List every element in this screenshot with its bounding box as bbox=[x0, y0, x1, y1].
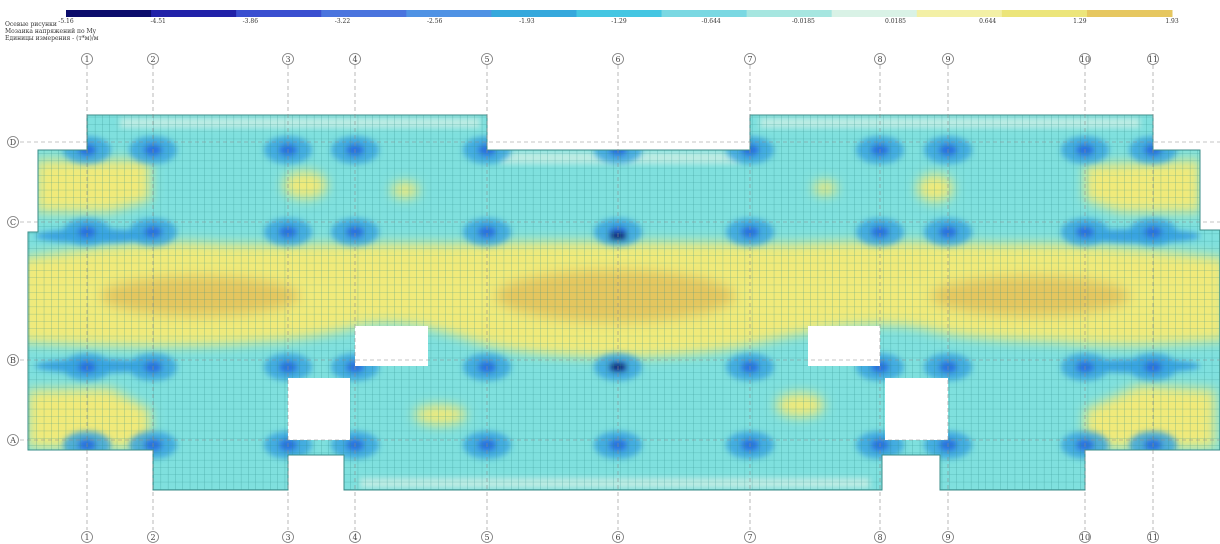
row-axis-label: C bbox=[10, 218, 16, 227]
column-axis-bottom-label: 4 bbox=[352, 533, 357, 542]
legend-swatch bbox=[576, 10, 663, 17]
plot-info-units: Единицы измерения - (т*м)/м bbox=[5, 35, 99, 42]
column-axis-bottom-bubble bbox=[874, 531, 886, 543]
legend-swatch bbox=[1001, 10, 1088, 17]
column-axis-bottom-label: 2 bbox=[150, 533, 155, 542]
column-axis-top-bubble bbox=[481, 53, 493, 65]
legend-tick-label: 1.93 bbox=[1165, 18, 1179, 25]
column-axis-top-bubble bbox=[1147, 53, 1159, 65]
legend-tick-label: -0.0185 bbox=[791, 18, 815, 25]
row-axis-bubble bbox=[7, 216, 19, 228]
legend-tick-label: -5.16 bbox=[58, 18, 74, 25]
legend-tick-label: -2.56 bbox=[426, 18, 443, 25]
legend-swatch bbox=[321, 10, 407, 17]
legend-swatch bbox=[746, 10, 833, 17]
column-axis-bottom-bubble bbox=[1079, 531, 1091, 543]
column-axis-top-bubble bbox=[81, 53, 93, 65]
column-axis-bottom-bubble bbox=[942, 531, 954, 543]
slab-mosaic bbox=[28, 115, 1220, 490]
row-axis-bubble bbox=[7, 354, 19, 366]
column-axis-top-label: 11 bbox=[1148, 55, 1158, 64]
plot-info: Осевые рисунки Мозаика напряжений по My … bbox=[5, 21, 98, 42]
column-axis-top-label: 6 bbox=[615, 55, 620, 64]
column-axis-bottom-label: 8 bbox=[877, 533, 882, 542]
column-axis-top-bubble bbox=[612, 53, 624, 65]
legend-swatch bbox=[1086, 10, 1173, 17]
column-axis-top-bubble bbox=[874, 53, 886, 65]
legend-swatch bbox=[151, 10, 237, 17]
plot-info-title: Осевые рисунки bbox=[5, 21, 57, 28]
row-axis-label: D bbox=[10, 138, 16, 147]
legend-swatch bbox=[406, 10, 492, 17]
row-axis-label: B bbox=[10, 356, 16, 365]
column-axis-top-label: 9 bbox=[945, 55, 950, 64]
column-axis-top-label: 3 bbox=[285, 55, 290, 64]
legend-tick-label: -0.644 bbox=[701, 18, 721, 25]
row-axis-bubble bbox=[7, 434, 19, 446]
legend-tick-label: -1.29 bbox=[611, 18, 627, 25]
column-axis-top-label: 7 bbox=[747, 55, 752, 64]
column-axis-top-label: 8 bbox=[877, 55, 882, 64]
legend-swatch bbox=[491, 10, 577, 17]
legend-tick-label: -1.93 bbox=[519, 18, 535, 25]
legend-tick-label: 0.644 bbox=[979, 18, 997, 25]
column-axis-bottom-bubble bbox=[1147, 531, 1159, 543]
color-scale-legend: -5.16 -4.51 -3.86 -3.22 -2.56 -1.93 -1.29 -0.64… bbox=[0, 0, 1220, 30]
column-axis-bottom-label: 6 bbox=[615, 533, 620, 542]
legend-tick-label: 0.0185 bbox=[885, 18, 906, 25]
row-axis-bubble bbox=[7, 136, 19, 148]
column-axis-top-label: 10 bbox=[1080, 55, 1090, 64]
column-axis-top-bubble bbox=[942, 53, 954, 65]
column-axis-top-label: 5 bbox=[484, 55, 489, 64]
column-axis-top-label: 1 bbox=[84, 55, 89, 64]
column-axis-bottom-bubble bbox=[81, 531, 93, 543]
legend-tick-label: -3.86 bbox=[242, 18, 259, 25]
column-axis-bottom-bubble bbox=[349, 531, 361, 543]
column-axis-bottom-label: 7 bbox=[747, 533, 752, 542]
column-axis-top-bubble bbox=[147, 53, 159, 65]
plot-info-subtitle: Мозаика напряжений по My bbox=[5, 28, 97, 35]
legend-tick-label: -4.51 bbox=[150, 18, 166, 25]
column-axis-bottom-bubble bbox=[481, 531, 493, 543]
column-axis-top-label: 4 bbox=[352, 55, 357, 64]
column-axis-bottom-bubble bbox=[744, 531, 756, 543]
column-axis-bottom-bubble bbox=[612, 531, 624, 543]
column-axis-top-label: 2 bbox=[150, 55, 155, 64]
column-axis-bottom-label: 5 bbox=[484, 533, 489, 542]
color-scale-bar bbox=[66, 10, 1173, 17]
legend-swatch bbox=[916, 10, 1003, 17]
legend-swatch bbox=[66, 10, 152, 17]
legend-swatch bbox=[236, 10, 322, 17]
legend-swatch bbox=[831, 10, 918, 17]
column-axis-top-bubble bbox=[744, 53, 756, 65]
column-axis-top-bubble bbox=[282, 53, 294, 65]
column-axis-bottom-label: 1 bbox=[84, 533, 89, 542]
column-axis-bottom-label: 3 bbox=[285, 533, 290, 542]
column-axis-top-bubble bbox=[349, 53, 361, 65]
fe-mesh bbox=[28, 115, 1220, 490]
row-axis-label: A bbox=[9, 436, 16, 445]
slab-outline bbox=[27, 114, 1220, 491]
column-axis-bottom-label: 11 bbox=[1148, 533, 1158, 542]
column-axis-bottom-label: 10 bbox=[1080, 533, 1090, 542]
legend-swatch bbox=[661, 10, 748, 17]
legend-tick-label: -3.22 bbox=[334, 18, 351, 25]
legend-tick-label: 1.29 bbox=[1073, 18, 1087, 25]
column-axis-top-bubble bbox=[1079, 53, 1091, 65]
column-axis-bottom-label: 9 bbox=[945, 533, 950, 542]
column-axis-bottom-bubble bbox=[147, 531, 159, 543]
column-axis-bottom-bubble bbox=[282, 531, 294, 543]
